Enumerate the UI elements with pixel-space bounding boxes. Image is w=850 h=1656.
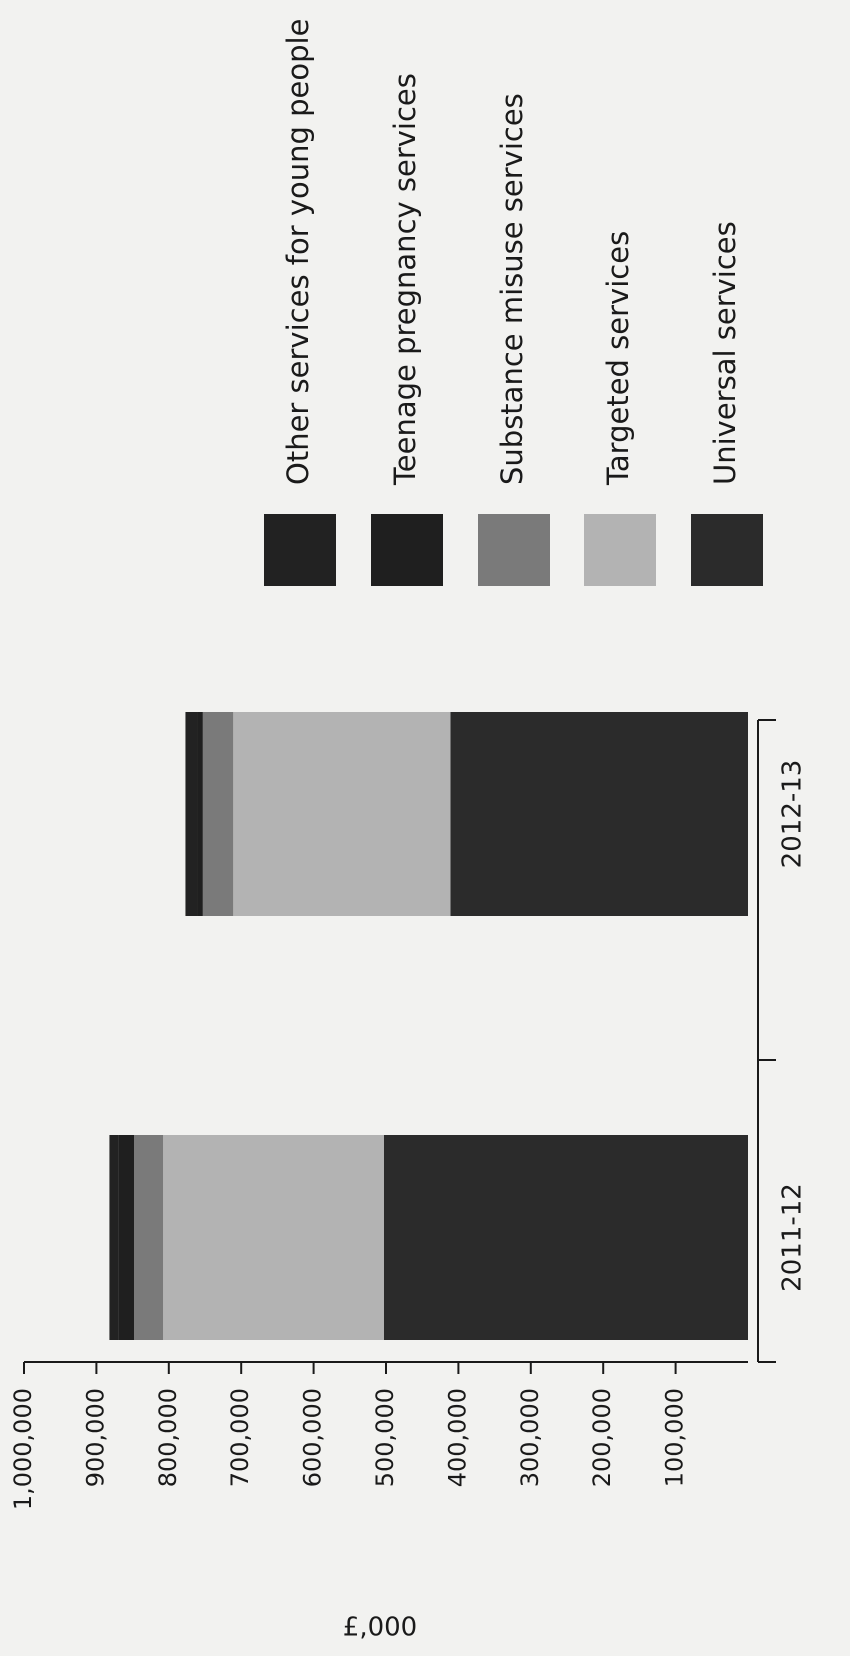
legend-label: Teenage pregnancy services [388,73,422,486]
bar-segment [134,1135,164,1340]
bars-group [109,712,748,1340]
bar-segment [118,1135,135,1340]
y-tick-label: 1,000,000 [9,1388,37,1510]
legend-label: Universal services [708,221,742,485]
y-axis-label-group: £,000 [343,1613,417,1643]
legend-label: Substance misuse services [495,93,529,485]
bar-segment [202,712,234,916]
bar-segment [450,712,748,916]
y-tick-label: 400,000 [443,1388,471,1487]
bar-segment [233,712,451,916]
y-tick-label: 700,000 [226,1388,254,1487]
x-category-label: 2011-12 [778,1183,808,1292]
bar-segment [163,1135,384,1340]
y-tick-label: 200,000 [588,1388,616,1487]
legend-swatch [264,514,336,586]
x-axis-category-labels: 2011-12 2012-13 [778,760,808,1292]
bar-segment [383,1135,748,1340]
y-tick-label: 100,000 [661,1388,689,1487]
y-tick-label: 300,000 [516,1388,544,1487]
x-category-label: 2012-13 [778,760,808,869]
chart-legend: Other services for young people Teenage p… [264,19,763,586]
legend-swatch [691,514,763,586]
y-axis-ticks: 100,000 200,000 300,000 400,000 500,000 600,0… [9,1362,689,1510]
y-tick-label: 500,000 [371,1388,399,1487]
legend-swatch [478,514,550,586]
y-tick-label: 600,000 [299,1388,327,1487]
y-tick-label: 800,000 [154,1388,182,1487]
bar-segment [109,1135,119,1340]
y-axis-label: £,000 [343,1613,417,1643]
bar-segment [185,712,198,916]
legend-swatch [371,514,443,586]
bar-segment [197,712,203,916]
legend-label: Targeted services [601,231,635,486]
y-tick-label: 900,000 [81,1388,109,1487]
legend-label: Other services for young people [281,19,315,485]
legend-swatch [584,514,656,586]
